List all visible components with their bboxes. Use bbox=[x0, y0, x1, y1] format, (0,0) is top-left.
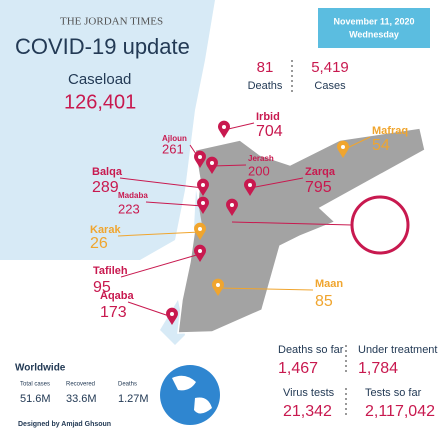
leader bbox=[120, 253, 201, 278]
pin bbox=[243, 178, 256, 196]
caseload-label: Caseload bbox=[68, 71, 131, 88]
leader bbox=[249, 177, 304, 189]
world-value: 33.6M bbox=[66, 393, 97, 405]
region-value: 95 bbox=[93, 279, 111, 296]
region-value: 289 bbox=[92, 179, 119, 196]
pin-dot bbox=[230, 203, 234, 207]
pin bbox=[206, 156, 218, 174]
world-label: Recovered bbox=[66, 382, 95, 388]
amman-leader bbox=[231, 221, 353, 226]
sea bbox=[0, 0, 215, 260]
pin-dot bbox=[201, 183, 205, 187]
pin-dot bbox=[198, 155, 202, 159]
pin bbox=[212, 278, 224, 296]
leader bbox=[211, 164, 247, 167]
world-value: 1.27M bbox=[118, 393, 149, 405]
leader bbox=[117, 231, 201, 237]
region-value: 173 bbox=[100, 304, 127, 321]
pin-dot bbox=[170, 312, 174, 316]
pin-dot bbox=[198, 249, 202, 253]
daily-cases-label: Cases bbox=[314, 80, 346, 92]
pin-dot bbox=[210, 161, 214, 165]
stat-value: 1,784 bbox=[358, 360, 398, 377]
pin bbox=[226, 198, 238, 216]
stat-label: Deaths so far bbox=[278, 344, 344, 356]
region-value: 261 bbox=[162, 141, 184, 156]
leader bbox=[119, 177, 204, 189]
region-name: Tafileh bbox=[93, 265, 128, 277]
stat-value: 2,117,042 bbox=[365, 403, 435, 420]
pin-dot bbox=[216, 283, 220, 287]
region-value: 795 bbox=[305, 179, 332, 196]
leader bbox=[217, 287, 314, 291]
caseload-value: 126,401 bbox=[64, 91, 136, 113]
region-name: Mafraq bbox=[372, 125, 408, 137]
amman-circle bbox=[350, 195, 410, 255]
stat-value: 21,342 bbox=[283, 403, 332, 420]
pin bbox=[166, 307, 179, 325]
pin-dot bbox=[341, 145, 345, 149]
region-value: 85 bbox=[315, 293, 333, 310]
globe bbox=[160, 365, 220, 425]
region-name: Ajloun bbox=[162, 134, 187, 143]
jordan-map bbox=[177, 127, 426, 334]
day: Wednesday bbox=[349, 29, 399, 39]
region-name: Jerash bbox=[248, 154, 274, 163]
region-name: Balqa bbox=[92, 166, 123, 178]
world-label: Total cases bbox=[20, 382, 50, 388]
date: November 11, 2020 bbox=[333, 16, 414, 26]
pin-dot bbox=[201, 201, 205, 205]
pin bbox=[218, 120, 230, 138]
worldwide: Total cases 51.6M Recovered 33.6M Deaths 1.27… bbox=[20, 382, 149, 405]
pin-dot bbox=[198, 227, 202, 231]
dead-sea bbox=[194, 190, 202, 228]
daily-deaths-label: Deaths bbox=[248, 80, 283, 92]
title: COVID-19 update bbox=[15, 34, 190, 59]
source: THE JORDAN TIMES bbox=[60, 16, 163, 28]
daily-deaths: 81 bbox=[257, 59, 274, 76]
region-value: 26 bbox=[90, 235, 108, 252]
region-name: Aqaba bbox=[100, 290, 135, 302]
world-value: 51.6M bbox=[20, 393, 51, 405]
region-name: Zarqa bbox=[305, 166, 336, 178]
stat-value: 1,467 bbox=[278, 360, 318, 377]
region-value: 223 bbox=[118, 201, 140, 216]
region-value: 54 bbox=[372, 137, 390, 154]
leader bbox=[127, 301, 173, 318]
leader bbox=[145, 201, 204, 207]
worldwide-title: Worldwide bbox=[15, 363, 66, 374]
pin bbox=[194, 150, 206, 168]
pin bbox=[197, 196, 209, 214]
stat-label: Virus tests bbox=[283, 387, 335, 399]
stat-label: Under treatment bbox=[358, 344, 437, 356]
region-name: Irbid bbox=[256, 111, 280, 123]
globe-land bbox=[172, 375, 212, 414]
date-box bbox=[318, 8, 430, 48]
region-name: Madaba bbox=[118, 191, 148, 200]
daily-cases: 5,419 bbox=[311, 59, 349, 76]
pin bbox=[337, 140, 349, 158]
region-value: 200 bbox=[248, 163, 270, 178]
pin-dot bbox=[222, 125, 226, 129]
credit: Designed by Amjad Ghsoun bbox=[18, 421, 111, 428]
pin bbox=[194, 222, 206, 240]
world-label: Deaths bbox=[118, 382, 137, 388]
region-value: 704 bbox=[256, 123, 283, 140]
region-name: Maan bbox=[315, 278, 343, 290]
region-name: Karak bbox=[90, 224, 121, 236]
stat-label: Tests so far bbox=[365, 387, 422, 399]
pin bbox=[197, 178, 210, 196]
pin-dot bbox=[248, 183, 252, 187]
pin bbox=[194, 244, 206, 262]
stats: Deaths so far 1,467 Under treatment 1,784 Vi… bbox=[278, 344, 437, 420]
